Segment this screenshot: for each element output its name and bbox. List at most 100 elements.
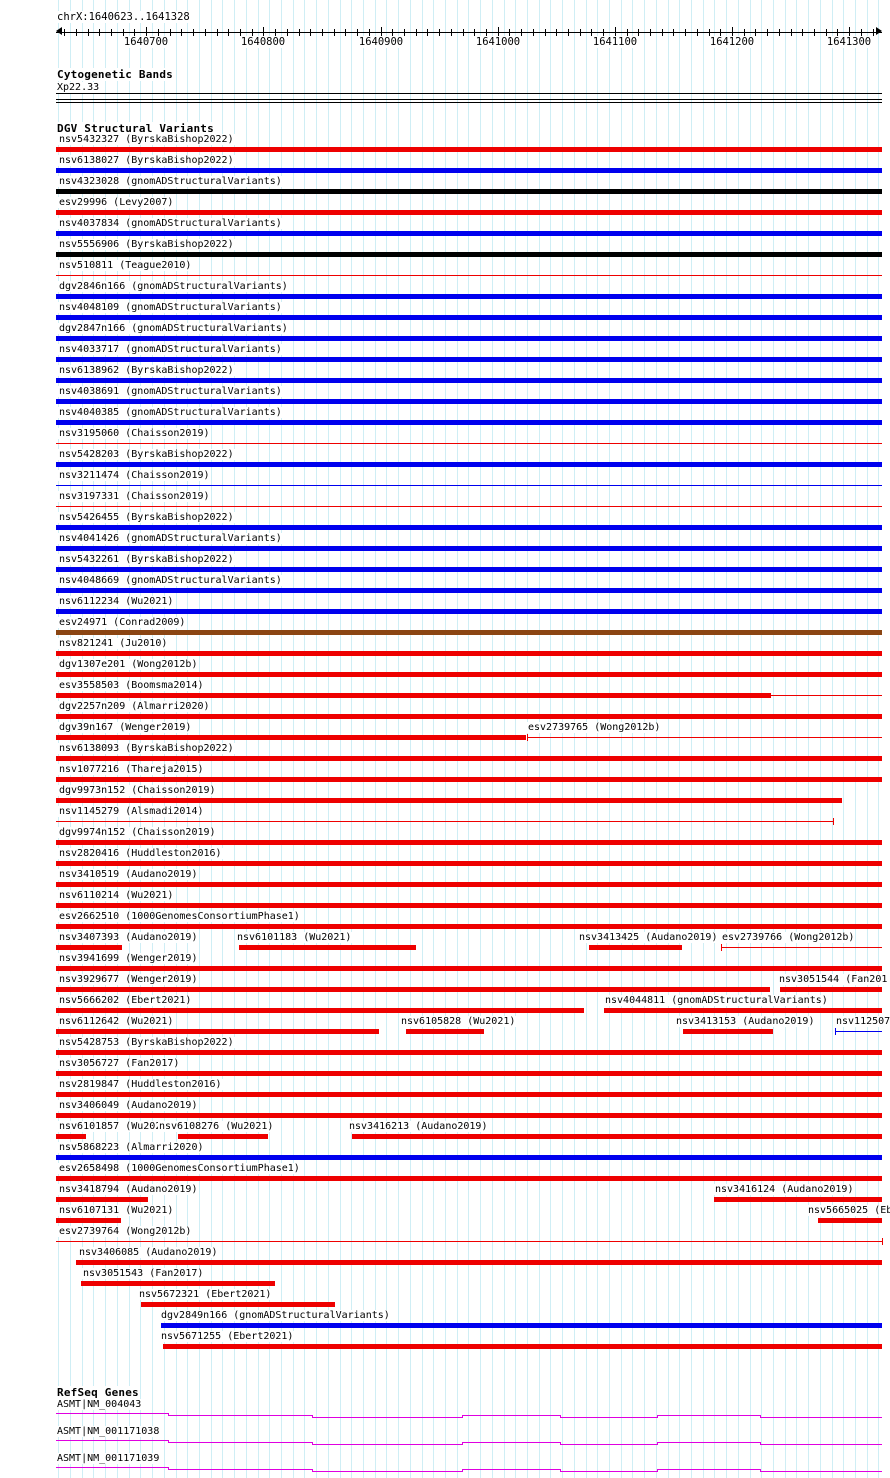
variant-label[interactable]: nsv6108276 (Wu2021)	[158, 1121, 275, 1132]
variant-bar[interactable]	[56, 1197, 148, 1202]
variant-bar[interactable]	[81, 1281, 275, 1286]
variant-end-cap[interactable]	[527, 734, 528, 741]
variant-bar[interactable]	[352, 1134, 882, 1139]
variant-label[interactable]: nsv4040385 (gnomADStructuralVariants)	[58, 407, 283, 418]
variant-label[interactable]: nsv3406085 (Audano2019)	[78, 1247, 219, 1258]
variant-bar[interactable]	[56, 1050, 882, 1055]
gene-segment[interactable]	[462, 1469, 560, 1470]
variant-end-cap[interactable]	[882, 1238, 883, 1245]
variant-bar[interactable]	[589, 945, 682, 950]
variant-label[interactable]: nsv1077216 (Thareja2015)	[58, 764, 205, 775]
variant-bar[interactable]	[56, 189, 882, 194]
gene-segment[interactable]	[168, 1415, 312, 1416]
variant-bar[interactable]	[56, 966, 882, 971]
variant-label[interactable]: nsv6101183 (Wu2021)	[236, 932, 353, 943]
variant-label[interactable]: nsv3056727 (Fan2017)	[58, 1058, 181, 1069]
variant-bar[interactable]	[604, 1008, 882, 1013]
variant-label[interactable]: nsv3941699 (Wenger2019)	[58, 953, 199, 964]
variant-label[interactable]: esv2739764 (Wong2012b)	[58, 1226, 193, 1237]
variant-bar[interactable]	[56, 357, 882, 362]
variant-bar[interactable]	[56, 1029, 379, 1034]
variant-label[interactable]: nsv5428753 (ByrskaBishop2022)	[58, 1037, 235, 1048]
variant-label[interactable]: dgv2846n166 (gnomADStructuralVariants)	[58, 281, 289, 292]
variant-label[interactable]: nsv3418794 (Audano2019)	[58, 1184, 199, 1195]
variant-label[interactable]: nsv4044811 (gnomADStructuralVariants)	[604, 995, 829, 1006]
variant-bar[interactable]	[56, 882, 882, 887]
variant-bar[interactable]	[56, 567, 882, 572]
variant-label[interactable]: nsv5665025 (Eb	[807, 1205, 890, 1216]
variant-bar[interactable]	[239, 945, 416, 950]
gene-segment[interactable]	[657, 1469, 760, 1470]
variant-bar[interactable]	[56, 609, 882, 614]
variant-label[interactable]: nsv2819847 (Huddleston2016)	[58, 1079, 223, 1090]
variant-bar[interactable]	[56, 651, 882, 656]
variant-bar[interactable]	[56, 693, 771, 698]
variant-bar[interactable]	[683, 1029, 773, 1034]
variant-label[interactable]: nsv3416213 (Audano2019)	[348, 1121, 489, 1132]
variant-label[interactable]: dgv2257n209 (Almarri2020)	[58, 701, 211, 712]
variant-label[interactable]: nsv5428203 (ByrskaBishop2022)	[58, 449, 235, 460]
variant-label[interactable]: esv2739765 (Wong2012b)	[527, 722, 662, 733]
variant-label[interactable]: nsv3407393 (Audano2019)	[58, 932, 199, 943]
variant-label[interactable]: nsv2820416 (Huddleston2016)	[58, 848, 223, 859]
variant-bar[interactable]	[56, 336, 882, 341]
variant-bar[interactable]	[161, 1323, 882, 1328]
variant-label[interactable]: esv2662510 (1000GenomesConsortiumPhase1)	[58, 911, 301, 922]
variant-bar[interactable]	[56, 1092, 882, 1097]
variant-bar[interactable]	[56, 315, 882, 320]
variant-label[interactable]: nsv5672321 (Ebert2021)	[138, 1289, 273, 1300]
variant-bar[interactable]	[56, 924, 882, 929]
variant-bar[interactable]	[56, 420, 882, 425]
variant-bar[interactable]	[56, 672, 882, 677]
variant-label[interactable]: dgv2847n166 (gnomADStructuralVariants)	[58, 323, 289, 334]
variant-bar[interactable]	[56, 1155, 882, 1160]
variant-bar[interactable]	[56, 1134, 86, 1139]
variant-label[interactable]: nsv4033717 (gnomADStructuralVariants)	[58, 344, 283, 355]
variant-label[interactable]: nsv4048669 (gnomADStructuralVariants)	[58, 575, 283, 586]
variant-label[interactable]: esv2739766 (Wong2012b)	[721, 932, 856, 943]
variant-label[interactable]: esv24971 (Conrad2009)	[58, 617, 187, 628]
gene-segment[interactable]	[56, 1413, 168, 1414]
gene-segment[interactable]	[560, 1471, 657, 1472]
gene-segment[interactable]	[462, 1415, 560, 1416]
variant-label[interactable]: nsv3211474 (Chaisson2019)	[58, 470, 211, 481]
variant-label[interactable]: nsv6107131 (Wu2021)	[58, 1205, 175, 1216]
variant-label[interactable]: nsv4038691 (gnomADStructuralVariants)	[58, 386, 283, 397]
variant-bar[interactable]	[56, 798, 842, 803]
variant-bar[interactable]	[56, 861, 882, 866]
variant-label[interactable]: nsv3051544 (Fan201	[778, 974, 889, 985]
gene-segment[interactable]	[312, 1471, 462, 1472]
variant-label[interactable]: nsv4048109 (gnomADStructuralVariants)	[58, 302, 283, 313]
variant-bar[interactable]	[56, 147, 882, 152]
gene-segment[interactable]	[462, 1442, 560, 1443]
variant-bar[interactable]	[56, 1008, 584, 1013]
variant-bar[interactable]	[56, 1241, 882, 1242]
variant-bar[interactable]	[56, 168, 882, 173]
variant-bar[interactable]	[835, 1031, 882, 1032]
variant-label[interactable]: nsv5432261 (ByrskaBishop2022)	[58, 554, 235, 565]
variant-bar[interactable]	[163, 1344, 882, 1349]
variant-label[interactable]: nsv3051543 (Fan2017)	[82, 1268, 205, 1279]
variant-label[interactable]: nsv5671255 (Ebert2021)	[160, 1331, 295, 1342]
variant-label[interactable]: nsv6101857 (Wu2021)	[58, 1121, 175, 1132]
variant-label[interactable]: nsv6138962 (ByrskaBishop2022)	[58, 365, 235, 376]
gene-label[interactable]: ASMT|NM_004043	[56, 1399, 143, 1410]
gene-segment[interactable]	[657, 1442, 760, 1443]
variant-label[interactable]: nsv6105828 (Wu2021)	[400, 1016, 517, 1027]
gene-segment[interactable]	[560, 1444, 657, 1445]
variant-bar[interactable]	[56, 525, 882, 530]
variant-label[interactable]: nsv3406049 (Audano2019)	[58, 1100, 199, 1111]
variant-bar[interactable]	[56, 275, 882, 276]
variant-bar[interactable]	[76, 1260, 882, 1265]
variant-end-cap[interactable]	[833, 818, 834, 825]
variant-label[interactable]: nsv6110214 (Wu2021)	[58, 890, 175, 901]
variant-bar[interactable]	[56, 1218, 121, 1223]
variant-bar[interactable]	[56, 1176, 882, 1181]
variant-bar[interactable]	[56, 294, 882, 299]
gene-segment[interactable]	[760, 1471, 882, 1472]
variant-label[interactable]: dgv39n167 (Wenger2019)	[58, 722, 193, 733]
variant-label[interactable]: nsv5432327 (ByrskaBishop2022)	[58, 134, 235, 145]
variant-bar[interactable]	[56, 777, 882, 782]
variant-label[interactable]: nsv3416124 (Audano2019)	[714, 1184, 855, 1195]
variant-bar[interactable]	[714, 1197, 882, 1202]
